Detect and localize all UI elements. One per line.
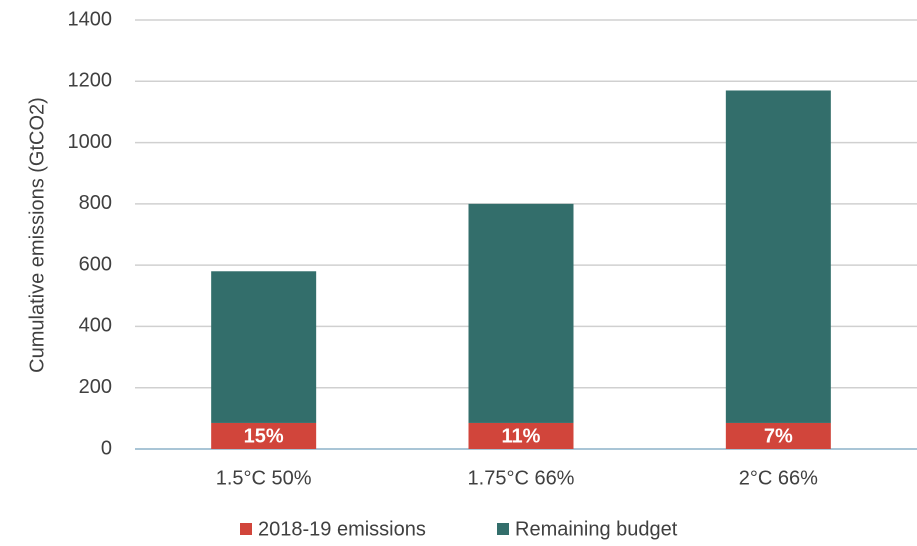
legend-label: 2018-19 emissions (258, 518, 426, 540)
y-tick-label: 0 (101, 437, 112, 459)
bar-segment (211, 271, 317, 423)
y-tick-label: 800 (79, 192, 112, 214)
bar-annotation: 7% (764, 425, 793, 447)
bar-segment (468, 203, 574, 423)
bar-segment (725, 422, 831, 449)
bar-annotation: 11% (502, 425, 541, 447)
bar-annotation: 15% (244, 425, 284, 447)
bar-segment (468, 422, 574, 449)
y-tick-label: 1200 (68, 70, 113, 92)
y-tick-label: 600 (79, 253, 112, 275)
legend-label: Remaining budget (515, 518, 678, 540)
x-tick-label: 1.75°C 66% (468, 467, 575, 489)
legend-swatch (240, 523, 252, 535)
y-tick-label: 400 (79, 315, 112, 337)
legend-swatch (497, 523, 509, 535)
y-tick-label: 1400 (68, 8, 113, 30)
x-tick-label: 2°C 66% (739, 467, 818, 489)
bar-segment (211, 422, 317, 449)
y-tick-label: 200 (79, 376, 112, 398)
y-axis-title: Cumulative emissions (GtCO2) (26, 97, 48, 373)
bar-segment (725, 90, 831, 423)
x-tick-label: 1.5°C 50% (216, 467, 312, 489)
y-tick-label: 1000 (68, 131, 113, 153)
